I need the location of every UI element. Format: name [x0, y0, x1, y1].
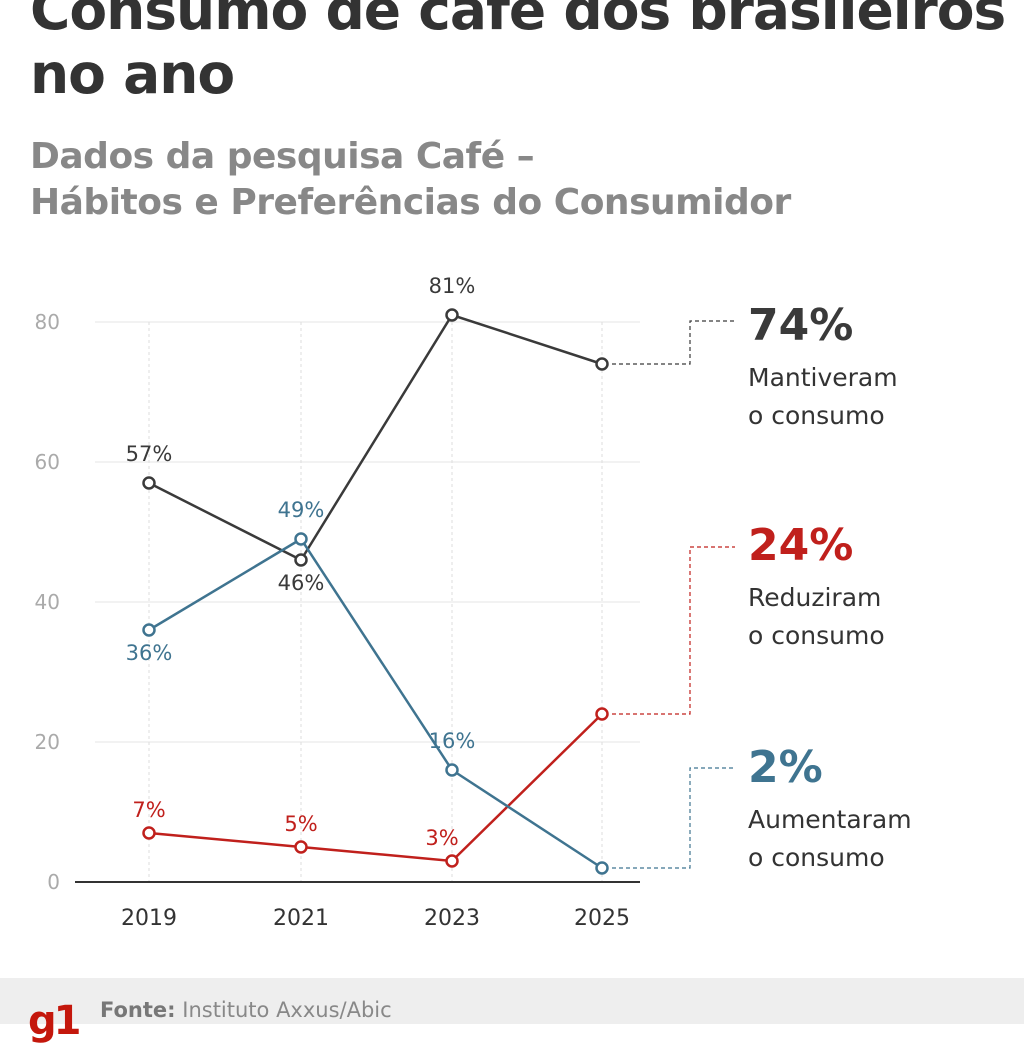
x-tick-label: 2021	[273, 906, 329, 931]
data-point	[142, 623, 156, 637]
callout-connector	[612, 320, 735, 365]
callout-value: 2%	[748, 742, 823, 793]
chart-subtitle: Dados da pesquisa Café – Hábitos e Prefe…	[30, 134, 791, 226]
data-label: 16%	[429, 729, 476, 753]
callout-connector	[612, 767, 735, 869]
data-label: 5%	[284, 812, 317, 836]
series-line-1	[148, 313, 603, 562]
data-label: 49%	[278, 498, 325, 522]
y-tick-label: 0	[47, 870, 60, 894]
footer: g1 Fonte: Instituto Axxus/Abic	[0, 978, 1024, 1044]
series-line-2	[148, 713, 603, 863]
callout-label: o consumo	[748, 621, 885, 650]
y-tick-label: 20	[35, 730, 60, 754]
data-point	[595, 861, 609, 875]
data-point	[142, 476, 156, 490]
series-line-3	[148, 537, 603, 870]
callout-label: Reduziram	[748, 583, 881, 612]
data-point	[595, 707, 609, 721]
data-point	[142, 826, 156, 840]
data-label: 7%	[132, 798, 165, 822]
data-point	[445, 763, 459, 777]
callout-label: Aumentaram	[748, 805, 912, 834]
x-tick-label: 2019	[121, 906, 177, 931]
source-label: Fonte:	[100, 998, 176, 1022]
data-label: 36%	[126, 641, 173, 665]
data-point	[445, 308, 459, 322]
data-point	[294, 532, 308, 546]
subtitle-line-1: Dados da pesquisa Café –	[30, 136, 535, 177]
x-tick-label: 2025	[574, 906, 630, 931]
data-label: 46%	[278, 571, 325, 595]
y-tick-label: 80	[35, 310, 60, 334]
source-text: Fonte: Instituto Axxus/Abic	[100, 998, 392, 1022]
x-tick-label: 2023	[424, 906, 480, 931]
data-point	[294, 553, 308, 567]
data-point	[445, 854, 459, 868]
source-value: Instituto Axxus/Abic	[182, 998, 392, 1022]
callout-label: o consumo	[748, 843, 885, 872]
callout-connector	[612, 546, 735, 715]
data-label: 57%	[126, 442, 173, 466]
y-tick-label: 40	[35, 590, 60, 614]
callout-label: Mantiveram	[748, 363, 898, 392]
data-label: 81%	[429, 274, 476, 298]
line-chart: 0 20 40 60 80 2019 2021 2023 2025 57% 46% 81% 74% Man…	[35, 274, 912, 931]
callout-value: 74%	[748, 300, 853, 351]
y-tick-label: 60	[35, 450, 60, 474]
data-point	[294, 840, 308, 854]
data-point	[595, 357, 609, 371]
callout-value: 24%	[748, 520, 853, 571]
chart-title: Consumo de café dos brasileiros no ano	[30, 0, 1006, 106]
subtitle-line-2: Hábitos e Preferências do Consumidor	[30, 182, 791, 223]
g1-logo: g1	[28, 998, 81, 1044]
data-label: 3%	[425, 826, 458, 850]
callout-label: o consumo	[748, 401, 885, 430]
